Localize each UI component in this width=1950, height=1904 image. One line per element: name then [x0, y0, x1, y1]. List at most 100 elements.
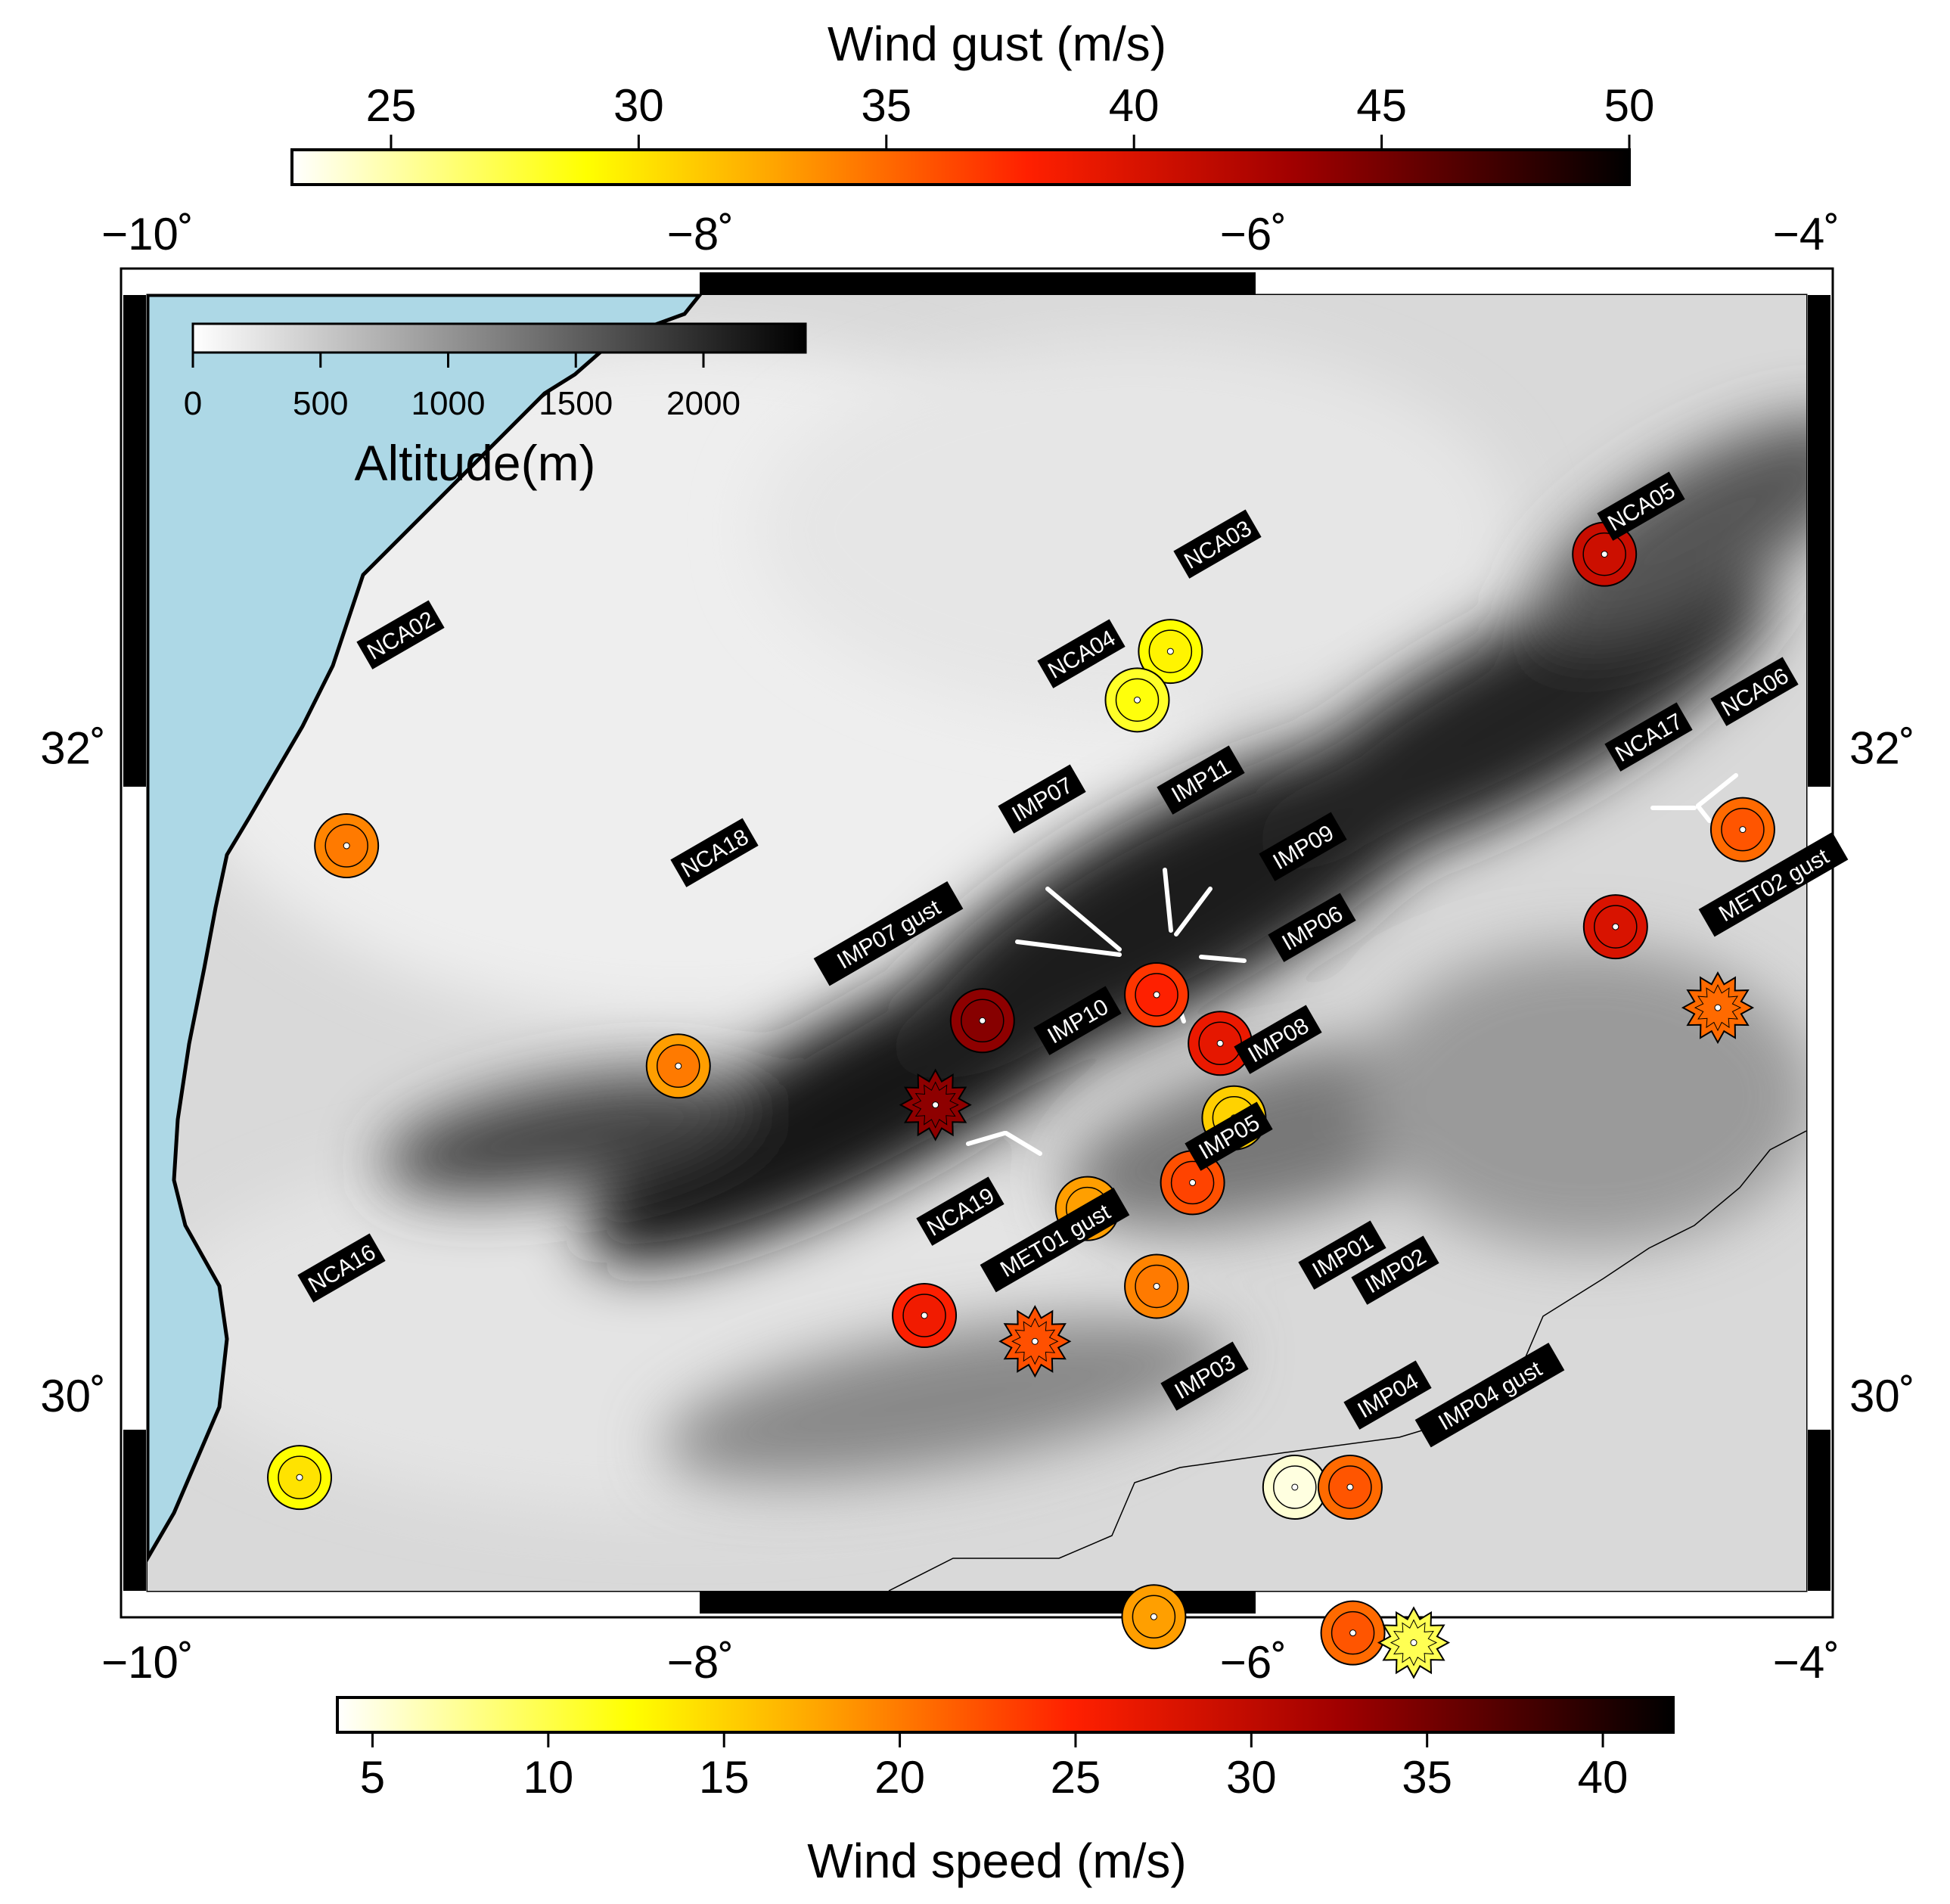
station-center-dot	[1189, 1179, 1197, 1186]
gust-center-dot	[1031, 1337, 1039, 1345]
station-label-bg	[1037, 619, 1126, 688]
station-marker[interactable]	[1262, 1454, 1327, 1520]
station-marker[interactable]	[1160, 1150, 1225, 1216]
altitude-tick-label: 0	[184, 385, 202, 422]
station-label-bg	[998, 764, 1086, 834]
speed-tick-label: 15	[699, 1752, 750, 1803]
station-center-dot	[675, 1062, 682, 1070]
station-marker[interactable]	[1320, 1600, 1386, 1666]
station-center-dot	[1349, 1629, 1357, 1637]
speed-tick-label: 30	[1226, 1752, 1277, 1803]
gust-colorbar: Wind gust (m/s) 25 30 35 40 45 50	[290, 17, 1655, 186]
gust-star-inner	[911, 1081, 959, 1129]
station-marker[interactable]	[1138, 619, 1203, 685]
station-label-bg	[980, 1187, 1130, 1293]
altitude-tick-label: 2000	[666, 385, 741, 422]
station-marker[interactable]	[314, 813, 380, 879]
station-labels-layer: NCA02NCA03NCA04NCA05NCA06NCA17NCA18NCA16…	[297, 471, 1849, 1448]
station-marker[interactable]	[267, 1445, 333, 1511]
gust-center-dot	[1410, 1639, 1417, 1647]
gust-colorbar-bar	[290, 148, 1631, 186]
gust-tick-label: 50	[1604, 80, 1655, 131]
station-marker[interactable]	[1104, 667, 1170, 733]
station-center-dot	[343, 842, 350, 850]
altitude-colorbar-ticks: 0 500 1000 1500 2000	[184, 353, 741, 422]
longitude-tick-label: −8˚	[667, 209, 734, 259]
gust-star-marker[interactable]	[1377, 1606, 1451, 1679]
gust-star-marker[interactable]	[899, 1068, 972, 1141]
station-label-bg	[813, 881, 964, 986]
station-center-dot	[1291, 1483, 1299, 1491]
station-label-bg	[1234, 1005, 1322, 1074]
gust-star-marker[interactable]	[1681, 971, 1755, 1045]
gust-colorbar-title: Wind gust (m/s)	[828, 17, 1166, 71]
station-marker[interactable]	[1124, 1253, 1190, 1319]
station-marker[interactable]	[1582, 894, 1648, 960]
speed-tick-label: 40	[1578, 1752, 1629, 1803]
station-label-bg	[1597, 471, 1685, 541]
latitude-tick-label: 30˚	[40, 1371, 106, 1421]
station-marker[interactable]	[1572, 521, 1638, 587]
station-center-dot	[1153, 1282, 1160, 1290]
latitude-ticks-left: 32˚ 30˚	[40, 723, 106, 1422]
speed-tick-label: 20	[874, 1752, 925, 1803]
station-marker[interactable]	[1317, 1454, 1383, 1520]
station-center-dot	[979, 1017, 986, 1024]
station-label-bg	[1173, 509, 1262, 579]
station-center-dot	[1166, 648, 1174, 655]
station-label-bg	[1259, 812, 1347, 881]
station-label-bg	[1033, 986, 1122, 1055]
station-label-bg	[1157, 745, 1245, 815]
station-center-dot	[1612, 923, 1619, 930]
gust-tick-label: 40	[1109, 80, 1160, 131]
station-marker[interactable]	[1121, 1584, 1187, 1650]
speed-colorbar-title: Wind speed (m/s)	[807, 1834, 1186, 1888]
station-label-bg	[297, 1233, 386, 1303]
station-center-dot	[1216, 1039, 1224, 1047]
speed-tick-label: 5	[360, 1752, 385, 1803]
latitude-tick-label: 32˚	[1849, 723, 1915, 774]
gust-tick-label: 30	[613, 80, 664, 131]
gust-colorbar-ticks: 25 30 35 40 45 50	[366, 80, 1655, 150]
gust-markers-layer	[899, 971, 1755, 1679]
longitude-tick-label: −4˚	[1773, 1637, 1840, 1688]
station-center-dot	[1601, 551, 1608, 558]
station-marker[interactable]	[949, 988, 1015, 1054]
longitude-tick-label: −6˚	[1220, 1637, 1287, 1688]
altitude-tick-label: 500	[293, 385, 348, 422]
gust-star-inner	[1390, 1619, 1438, 1666]
station-label-bg	[1298, 1220, 1386, 1290]
station-marker[interactable]	[1124, 962, 1190, 1028]
station-marker[interactable]	[1709, 797, 1775, 862]
atlas-mountains	[380, 418, 1806, 1483]
longitude-tick-label: −8˚	[667, 1637, 734, 1688]
gust-center-dot	[932, 1101, 939, 1109]
station-label-bg	[1351, 1235, 1439, 1305]
gust-tick-label: 25	[366, 80, 417, 131]
gust-star-marker[interactable]	[998, 1305, 1072, 1378]
latitude-tick-label: 32˚	[40, 723, 106, 774]
station-label-bg	[1343, 1360, 1432, 1430]
altitude-colorbar: 0 500 1000 1500 2000 Altitude(m)	[184, 322, 807, 491]
station-center-dot	[1150, 1613, 1157, 1620]
station-center-dot	[1153, 991, 1160, 999]
station-center-dot	[1739, 826, 1747, 834]
altitude-tick-label: 1000	[411, 385, 486, 422]
gust-tick-label: 35	[861, 80, 911, 131]
station-center-dot	[1346, 1483, 1354, 1491]
station-center-dot	[1133, 696, 1141, 704]
speed-colorbar-ticks: 5 10 15 20 25 30 35 40	[360, 1732, 1629, 1803]
station-label-bg	[1185, 1101, 1273, 1171]
station-marker[interactable]	[892, 1282, 958, 1348]
station-marker[interactable]	[1188, 1011, 1253, 1076]
gust-tick-label: 45	[1356, 80, 1407, 131]
altitude-colorbar-title: Altitude(m)	[354, 435, 595, 491]
station-center-dot	[296, 1474, 303, 1481]
station-label-bg	[1698, 831, 1849, 937]
station-marker[interactable]	[645, 1033, 711, 1099]
station-label-bg	[356, 600, 445, 669]
speed-tick-label: 25	[1051, 1752, 1101, 1803]
station-center-dot	[921, 1312, 928, 1319]
station-label-bg	[670, 818, 759, 887]
